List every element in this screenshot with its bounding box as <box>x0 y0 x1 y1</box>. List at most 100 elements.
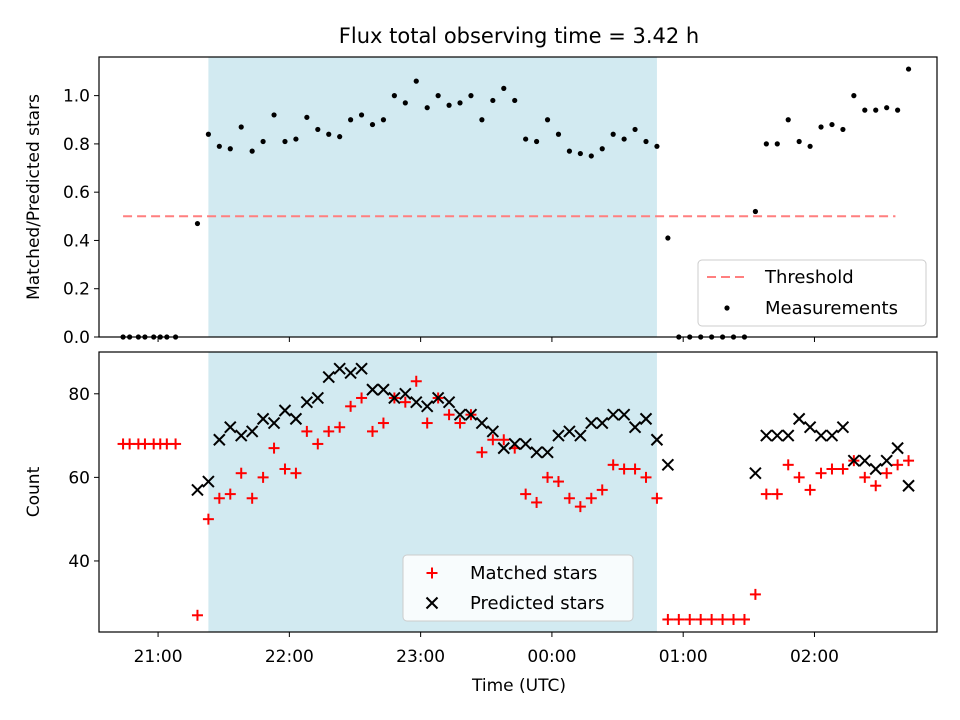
measurement-point <box>446 102 452 108</box>
legend-matched-label: Matched stars <box>470 563 597 584</box>
predicted-star-marker <box>202 475 215 488</box>
measurement-point <box>796 138 802 145</box>
predicted-star-marker <box>574 429 587 442</box>
predicted-star-marker <box>464 408 478 421</box>
top-shaded-interval <box>208 57 657 337</box>
matched-star-marker <box>213 492 225 504</box>
predicted-star-marker <box>902 479 915 492</box>
matched-star-marker <box>738 613 750 625</box>
predicted-star-marker <box>541 446 554 459</box>
measurement-point <box>840 126 846 133</box>
measurement-point <box>293 136 299 142</box>
predicted-star-marker <box>322 370 335 384</box>
measurement-point <box>205 131 211 137</box>
measurement-point <box>555 131 562 137</box>
measurement-point <box>479 117 485 123</box>
measurement-point <box>610 131 616 137</box>
matched-star-marker <box>706 613 718 625</box>
measurement-point <box>544 117 551 123</box>
matched-star-marker <box>684 613 696 625</box>
predicted-star-marker <box>836 421 850 434</box>
matched-star-marker <box>542 471 554 483</box>
measurement-point <box>468 93 474 99</box>
predicted-star-marker <box>453 408 467 421</box>
measurement-point <box>424 105 430 111</box>
measurement-point <box>665 235 671 241</box>
predicted-stars-markers <box>191 362 915 497</box>
measurement-point <box>862 107 868 113</box>
x-tick-label: 21:00 <box>134 647 183 667</box>
top-y-tick-label: 0.4 <box>63 231 90 251</box>
x-tick-label: 22:00 <box>265 647 314 667</box>
predicted-star-marker <box>333 362 346 375</box>
measurement-point <box>380 117 387 123</box>
measurement-point <box>533 138 540 145</box>
measurement-point <box>566 148 573 154</box>
measurement-point <box>884 105 890 111</box>
matched-star-marker <box>717 613 729 625</box>
predicted-star-marker <box>825 429 839 442</box>
matched-star-marker <box>826 463 838 475</box>
measurement-point <box>873 107 879 113</box>
legend-predicted-label: Predicted stars <box>470 593 604 614</box>
x-tick-label: 00:00 <box>527 647 576 667</box>
measurement-point <box>358 112 365 118</box>
measurement-point <box>348 117 354 123</box>
predicted-star-marker <box>792 412 806 426</box>
predicted-star-marker <box>596 416 609 430</box>
matched-star-marker <box>520 488 532 500</box>
top-y-axis: 0.0 0.2 0.4 0.6 0.8 1.0 <box>63 87 99 348</box>
bottom-legend: Matched stars Predicted stars <box>402 554 634 622</box>
top-y-tick-label: 0.6 <box>63 183 90 203</box>
matched-star-marker <box>662 613 674 625</box>
matched-star-marker <box>531 496 543 508</box>
matched-star-marker <box>815 467 827 479</box>
matched-star-marker <box>782 459 794 471</box>
measurement-point <box>260 138 266 145</box>
predicted-star-marker <box>245 425 259 438</box>
measurement-point <box>337 134 343 140</box>
predicted-star-marker <box>552 429 565 442</box>
matched-star-marker <box>804 484 816 496</box>
measurement-point <box>829 121 835 128</box>
measurement-point <box>774 141 780 147</box>
top-x-ticks <box>157 337 815 342</box>
measurement-point <box>818 124 824 130</box>
matched-star-marker <box>202 513 214 525</box>
bottom-y-tick-label: 80 <box>68 385 90 405</box>
bottom-y-axis: 40 60 80 <box>68 385 99 572</box>
predicted-star-marker <box>617 408 631 421</box>
measurement-point <box>282 138 288 145</box>
predicted-star-marker <box>869 462 882 476</box>
predicted-star-marker <box>749 466 762 480</box>
legend-plus-marker <box>426 567 438 579</box>
predicted-star-marker <box>803 421 817 434</box>
measurement-point <box>490 97 496 104</box>
predicted-star-marker <box>410 395 423 409</box>
matched-star-marker <box>618 463 630 475</box>
measurement-point <box>523 136 529 142</box>
bottom-y-axis-label: Count <box>24 466 44 517</box>
measurement-point <box>807 143 813 149</box>
measurement-point <box>785 117 791 123</box>
matched-star-marker <box>334 421 346 433</box>
matched-star-marker <box>563 492 575 504</box>
matched-star-marker <box>498 434 510 446</box>
predicted-star-marker <box>388 391 401 405</box>
predicted-star-marker <box>530 446 543 459</box>
bottom-x-axis: 21:00 22:00 23:00 00:00 01:00 02:00 <box>134 632 839 667</box>
predicted-star-marker <box>213 433 226 446</box>
matched-star-marker <box>596 484 608 496</box>
measurement-point <box>369 121 376 128</box>
matched-star-marker <box>421 417 433 429</box>
legend-matched-swatch <box>426 567 438 579</box>
measurement-point <box>194 220 201 227</box>
measurement-point <box>326 131 332 137</box>
measurement-point <box>435 93 441 99</box>
matched-star-marker <box>651 492 663 504</box>
predicted-star-marker <box>497 441 510 455</box>
matched-star-marker <box>892 459 904 471</box>
predicted-star-marker <box>563 425 576 438</box>
bottom-y-tick-label: 60 <box>68 468 90 488</box>
legend-predicted-swatch <box>425 596 439 610</box>
